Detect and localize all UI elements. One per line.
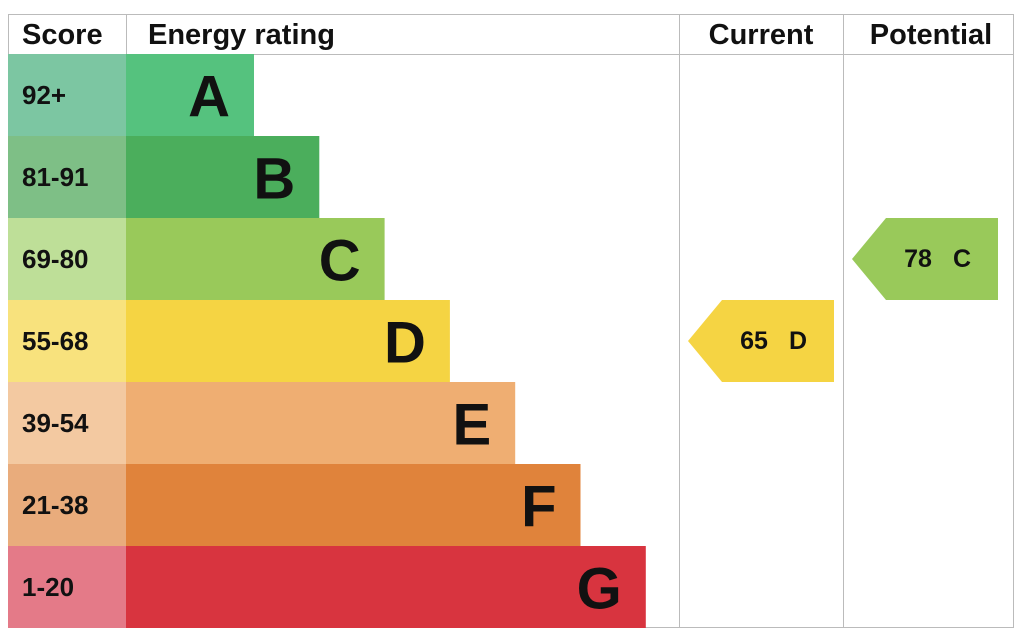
current-band: D	[789, 327, 807, 355]
score-label: 55-68	[22, 326, 89, 356]
score-label: 39-54	[22, 408, 89, 438]
rating-letter: G	[577, 557, 622, 622]
current-arrow	[688, 300, 834, 382]
rating-bar	[126, 382, 516, 464]
rating-bar	[126, 136, 320, 218]
rating-bar	[126, 54, 254, 136]
score-cell	[8, 54, 126, 136]
rating-bar	[126, 218, 385, 300]
header-rating: Energy rating	[148, 19, 335, 51]
header-current: Current	[709, 19, 814, 51]
header-score: Score	[22, 19, 103, 51]
rating-letter: D	[384, 311, 426, 376]
rating-bar	[126, 300, 450, 382]
score-label: 92+	[22, 80, 66, 110]
rating-letter: B	[253, 147, 295, 212]
rating-letter: F	[521, 475, 556, 540]
rating-bar	[126, 546, 646, 628]
score-cell	[8, 546, 126, 628]
score-cell	[8, 218, 126, 300]
rating-bar	[126, 464, 581, 546]
score-cell	[8, 464, 126, 546]
score-cell	[8, 136, 126, 218]
score-label: 69-80	[22, 244, 89, 274]
score-label: 81-91	[22, 162, 89, 192]
potential-value: 78	[904, 245, 932, 273]
header-potential: Potential	[870, 19, 992, 51]
score-label: 21-38	[22, 490, 89, 520]
score-label: 1-20	[22, 572, 74, 602]
score-cell	[8, 382, 126, 464]
potential-arrow	[852, 218, 998, 300]
rating-letter: C	[319, 229, 361, 294]
rating-letter: A	[188, 65, 230, 130]
current-value: 65	[740, 327, 768, 355]
potential-band: C	[953, 245, 971, 273]
score-cell	[8, 300, 126, 382]
rating-letter: E	[453, 393, 492, 458]
